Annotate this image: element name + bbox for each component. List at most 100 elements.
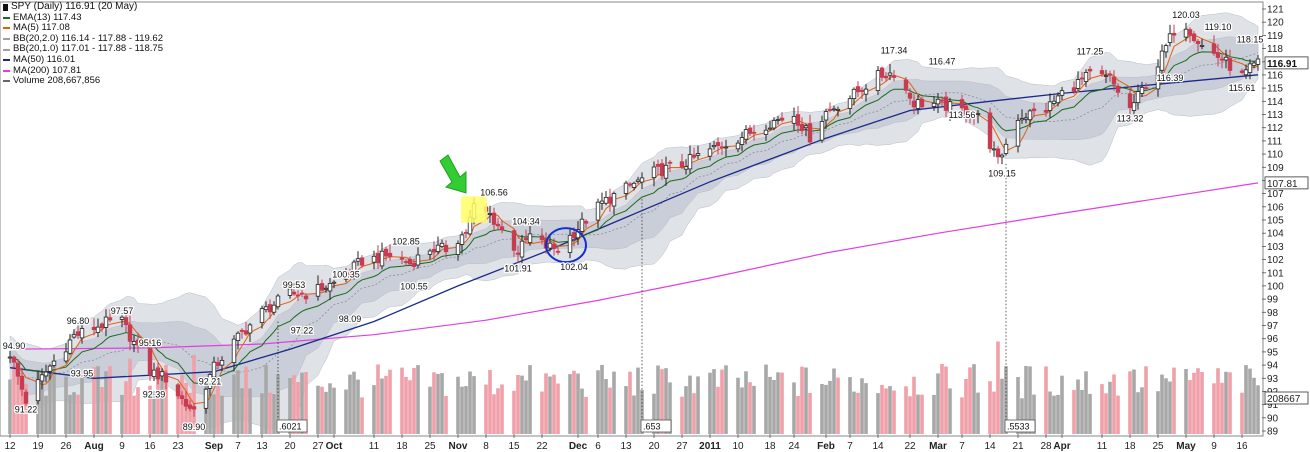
candle-body <box>379 250 385 267</box>
price-annotation: 118.15 <box>1237 35 1264 45</box>
volume-bar <box>1216 368 1220 434</box>
volume-bar <box>1060 375 1064 434</box>
price-annotation: 115.61 <box>1229 83 1256 93</box>
volume-bar <box>124 381 128 434</box>
candle-body <box>135 339 141 346</box>
y-tick-label: 110 <box>1267 150 1283 161</box>
candle-body <box>47 365 53 372</box>
y-tick-label: 104 <box>1267 229 1284 240</box>
volume-bar <box>744 371 748 434</box>
candle-body <box>743 129 749 140</box>
volume-bar <box>40 375 44 434</box>
volume-bar <box>804 367 808 434</box>
candle-body <box>579 218 585 232</box>
candle-body <box>635 179 641 182</box>
candle-body <box>879 67 885 78</box>
candle-body <box>1187 29 1193 36</box>
candle-body <box>1103 75 1109 77</box>
volume-bar <box>652 393 656 434</box>
candle-body <box>179 395 185 400</box>
candle-body <box>631 182 637 188</box>
legend-swatch <box>3 38 10 41</box>
volume-bar <box>192 354 196 434</box>
price-annotation: 96.80 <box>67 316 90 326</box>
volume-bar <box>152 391 156 434</box>
volume-bar <box>936 373 940 434</box>
x-tick-label: 14 <box>872 441 884 452</box>
volume-bar <box>384 375 388 434</box>
legend-ma5: MA(5) 117.08 <box>3 23 163 34</box>
x-tick-label: 16 <box>1236 441 1248 452</box>
x-tick-label: 13 <box>620 441 632 452</box>
candle-body <box>971 115 977 118</box>
volume-bar <box>660 369 664 434</box>
volume-bar <box>8 379 12 434</box>
volume-bar <box>544 373 548 434</box>
legend-swatch <box>3 69 10 72</box>
candle-body <box>595 201 601 221</box>
volume-bar <box>512 390 516 434</box>
candle-body <box>67 339 73 354</box>
volume-bar <box>640 389 644 434</box>
marker-label-box <box>1004 419 1036 433</box>
price-annotation: 101.91 <box>504 264 532 274</box>
candle-body <box>375 253 381 264</box>
candle-body <box>827 109 833 111</box>
candle-body <box>987 112 993 150</box>
price-annotation: 119.10 <box>1205 22 1232 32</box>
volume-bar <box>1184 369 1188 434</box>
volume-bar <box>1144 366 1148 434</box>
candle-body <box>1215 52 1221 58</box>
candle-body <box>291 291 297 295</box>
candle-body <box>659 163 665 177</box>
volume-bar <box>96 366 100 434</box>
volume-bar <box>1020 398 1024 434</box>
volume-bar <box>556 383 560 434</box>
legend-item-text: MA(5) 117.08 <box>13 22 70 34</box>
price-annotations: 94.90 91.22 96.80 93.95 97.57 95.16 92.39 92.21… <box>1 9 1264 434</box>
volume-bar <box>1108 381 1112 434</box>
candle-body <box>611 193 617 207</box>
volume-bar <box>888 386 892 434</box>
legend-swatch <box>3 59 10 62</box>
x-tick-label: 23 <box>172 441 184 452</box>
volume-bar <box>316 385 320 434</box>
candle-body <box>915 99 921 109</box>
legend-bb1: BB(20,1.0) 117.01 - 117.88 - 118.75 <box>3 44 163 55</box>
volume-bar <box>128 358 132 434</box>
volume-bar <box>436 373 440 434</box>
volume-bar <box>880 384 884 434</box>
y-tick-label: 114 <box>1267 97 1283 108</box>
candle-body <box>519 240 525 258</box>
volume-bar <box>328 383 332 434</box>
candle-body <box>691 154 697 158</box>
volume-bar <box>300 372 304 434</box>
volume-bar <box>856 392 860 434</box>
volume-bar <box>1128 371 1132 434</box>
candle-body <box>299 292 305 295</box>
candle-body <box>883 75 889 79</box>
candle-body <box>687 154 693 170</box>
candle-body <box>1255 58 1261 65</box>
volume-bar <box>612 371 616 434</box>
volume-bar <box>548 376 552 434</box>
candle-body <box>935 98 941 105</box>
candle-body <box>175 384 181 397</box>
candle-body <box>639 177 645 183</box>
volume-bar <box>740 387 744 434</box>
candle-body <box>1127 93 1133 109</box>
candle-body <box>75 331 81 336</box>
volume-bar <box>332 387 336 434</box>
price-annotation: 117.34 <box>881 45 908 55</box>
volume-bar <box>1196 368 1200 434</box>
y-tick-label: 121 <box>1267 5 1284 16</box>
volume-bar <box>348 374 352 434</box>
volume-bar <box>524 380 528 434</box>
candle-body <box>1019 118 1025 121</box>
volume-bar <box>628 371 632 434</box>
candle-body <box>999 154 1005 158</box>
highlight-box <box>461 196 487 223</box>
candle-body <box>1191 33 1197 42</box>
price-annotation: 98.09 <box>339 314 362 324</box>
candle-body <box>1143 87 1149 89</box>
